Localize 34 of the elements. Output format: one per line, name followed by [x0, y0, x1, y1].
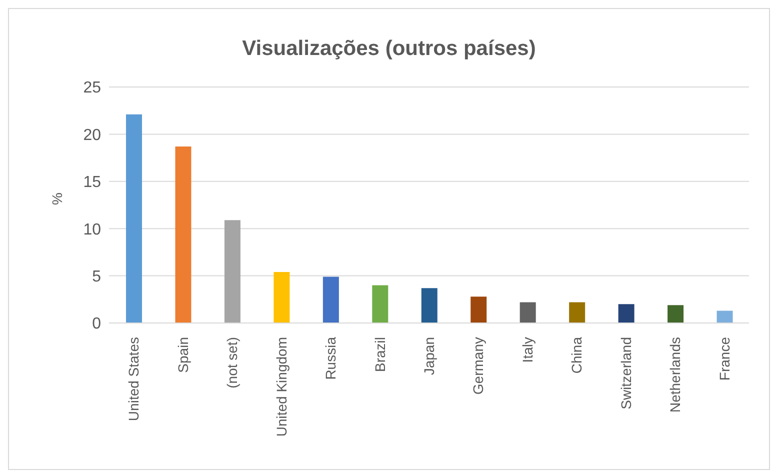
x-tick-label: Germany	[470, 337, 486, 395]
x-tick-label: Italy	[519, 337, 536, 363]
bar	[470, 296, 487, 323]
y-tick-label: 5	[92, 268, 102, 286]
bar	[274, 272, 290, 323]
y-axis-title: %	[48, 192, 65, 205]
x-tick-label: Brazil	[372, 337, 388, 372]
y-tick-label: 15	[83, 174, 102, 192]
bar	[322, 276, 339, 323]
bar	[372, 285, 388, 323]
bar	[618, 304, 634, 323]
bar	[668, 305, 684, 323]
x-tick-label: France	[716, 336, 732, 381]
x-tick-label: Russia	[322, 336, 339, 380]
chart-title: Visualizações (outros países)	[241, 37, 537, 61]
bar	[175, 146, 192, 323]
bar	[716, 310, 733, 323]
bar	[569, 302, 586, 323]
x-tick-label: Switzerland	[618, 337, 634, 410]
x-tick-label: United States	[126, 337, 142, 422]
x-tick-label: United Kingdom	[273, 337, 290, 437]
y-tick-label: 25	[83, 80, 102, 97]
bar	[224, 220, 240, 323]
x-tick-label: Spain	[174, 337, 191, 373]
bar	[520, 302, 536, 323]
bar	[126, 114, 142, 323]
y-tick-label: 0	[92, 316, 102, 333]
x-tick-label: Japan	[421, 337, 437, 376]
x-tick-label: Netherlands	[667, 337, 684, 412]
x-tick-label: (not set)	[224, 337, 240, 388]
y-tick-label: 20	[83, 126, 102, 144]
bar	[421, 288, 438, 323]
y-tick-label: 10	[83, 221, 102, 238]
x-tick-label: China	[568, 336, 585, 374]
